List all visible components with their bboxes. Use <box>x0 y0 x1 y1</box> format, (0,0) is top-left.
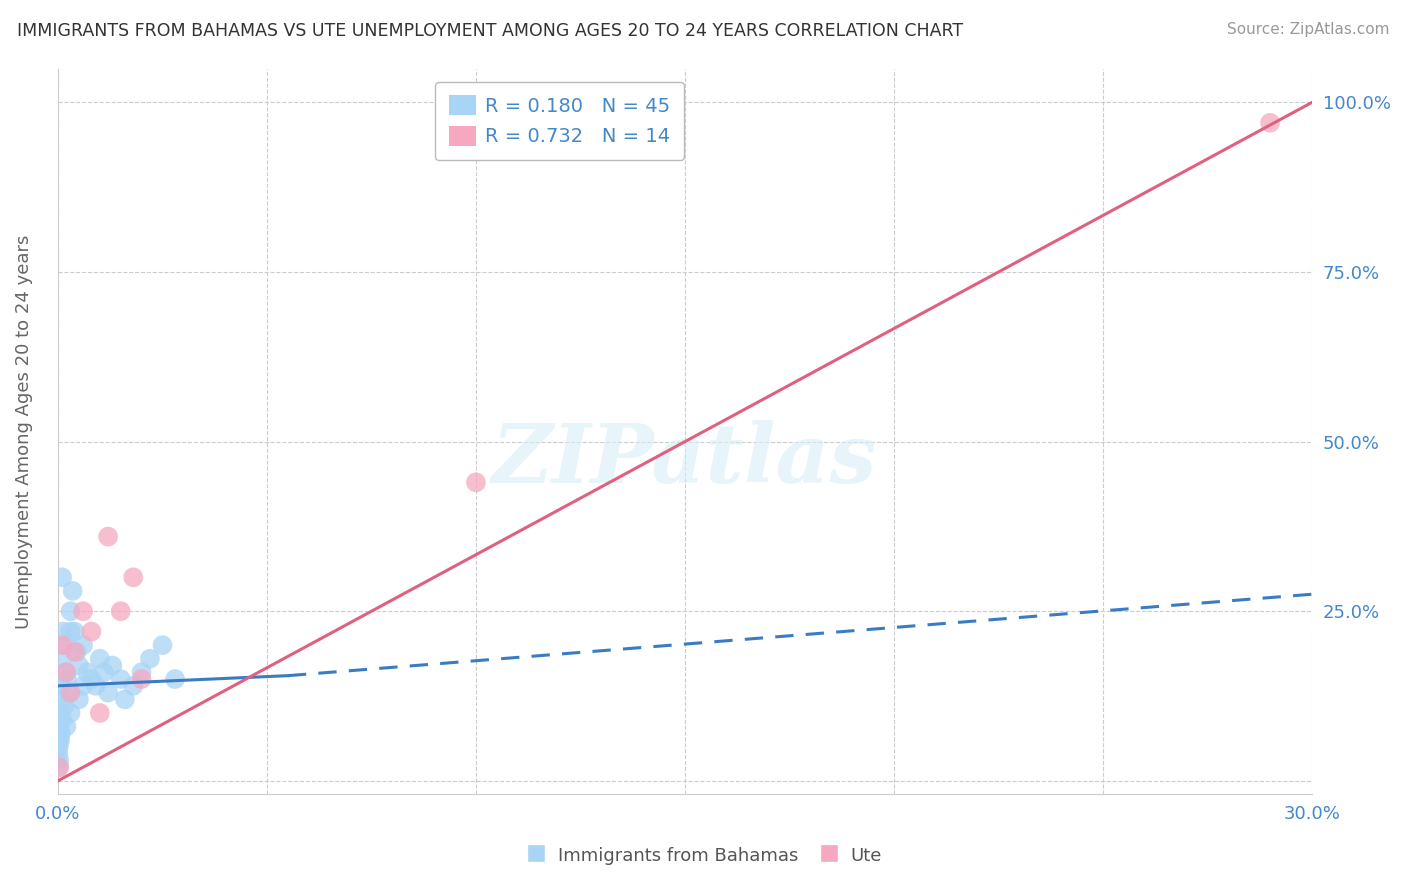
Point <box>465 475 488 490</box>
Point <box>122 679 145 693</box>
Point <box>58 685 80 699</box>
Point <box>110 604 132 618</box>
Point <box>63 624 86 639</box>
Point <box>152 638 174 652</box>
Point <box>97 685 120 699</box>
Point <box>80 672 103 686</box>
Point <box>110 672 132 686</box>
Point <box>48 733 70 747</box>
Point <box>48 760 70 774</box>
Point <box>89 651 111 665</box>
Point <box>48 760 70 774</box>
Point <box>56 672 79 686</box>
Point <box>84 679 107 693</box>
Point <box>49 733 72 747</box>
Point <box>48 692 70 706</box>
Point <box>49 726 72 740</box>
Point <box>49 706 72 720</box>
Point <box>72 604 94 618</box>
Point <box>59 604 82 618</box>
Point <box>67 658 90 673</box>
Point <box>53 699 76 714</box>
Point <box>76 665 98 680</box>
Point <box>139 651 162 665</box>
Point <box>72 679 94 693</box>
Point <box>66 645 89 659</box>
Point <box>63 645 86 659</box>
Point <box>131 665 153 680</box>
Point <box>72 638 94 652</box>
Point <box>51 638 73 652</box>
Y-axis label: Unemployment Among Ages 20 to 24 years: Unemployment Among Ages 20 to 24 years <box>15 235 32 629</box>
Point <box>59 706 82 720</box>
Text: ZIPatlas: ZIPatlas <box>492 420 877 500</box>
Point <box>51 679 73 693</box>
Point <box>55 665 77 680</box>
Point <box>55 638 77 652</box>
Point <box>51 713 73 727</box>
Point <box>114 692 136 706</box>
Legend: R = 0.180   N = 45, R = 0.732   N = 14: R = 0.180 N = 45, R = 0.732 N = 14 <box>434 82 685 160</box>
Text: Source: ZipAtlas.com: Source: ZipAtlas.com <box>1226 22 1389 37</box>
Point <box>48 719 70 733</box>
Point <box>55 719 77 733</box>
Point <box>67 692 90 706</box>
Point <box>122 570 145 584</box>
Point <box>1258 116 1281 130</box>
Point <box>51 570 73 584</box>
Point <box>48 739 70 754</box>
Point <box>80 624 103 639</box>
Point <box>62 583 84 598</box>
Point <box>163 672 186 686</box>
Legend: Immigrants from Bahamas, Ute: Immigrants from Bahamas, Ute <box>516 838 890 872</box>
Point <box>48 754 70 768</box>
Point <box>52 624 75 639</box>
Point <box>97 530 120 544</box>
Point <box>51 651 73 665</box>
Point <box>93 665 115 680</box>
Point <box>101 658 124 673</box>
Point <box>89 706 111 720</box>
Point <box>59 624 82 639</box>
Point <box>48 747 70 761</box>
Point <box>55 665 77 680</box>
Text: IMMIGRANTS FROM BAHAMAS VS UTE UNEMPLOYMENT AMONG AGES 20 TO 24 YEARS CORRELATIO: IMMIGRANTS FROM BAHAMAS VS UTE UNEMPLOYM… <box>17 22 963 40</box>
Point <box>131 672 153 686</box>
Point <box>59 685 82 699</box>
